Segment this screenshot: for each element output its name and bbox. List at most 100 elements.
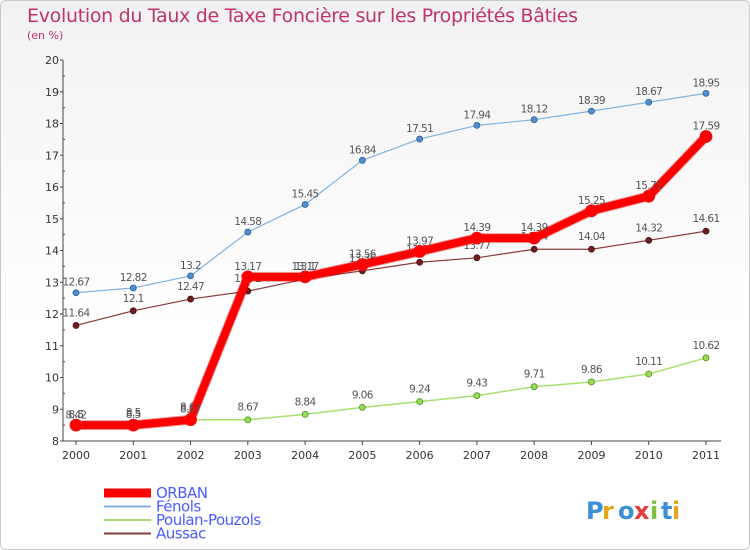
data-point: [129, 284, 137, 292]
data-label: 13.17: [234, 261, 261, 273]
y-tick-label: 12: [45, 308, 59, 321]
data-label: 8.5: [69, 409, 84, 421]
legend-label: Aussac: [156, 525, 206, 543]
y-tick-label: 19: [45, 86, 59, 99]
data-point: [588, 245, 595, 253]
data-point: [645, 236, 653, 244]
data-label: 13.2: [180, 260, 201, 272]
data-label: 8.5: [126, 407, 141, 419]
series-f-nols: 12.67 12.82 13.2 14.58 15.45 16.84 17.51 17.94 1…: [62, 77, 720, 297]
data-label: 8.67: [180, 404, 201, 416]
data-label: 17.51: [406, 123, 433, 135]
data-label: 15.71: [635, 180, 662, 192]
y-tick-label: 17: [45, 149, 59, 162]
legend-label: ORBAN: [156, 484, 208, 502]
data-point: [358, 403, 366, 411]
data-point: [645, 370, 653, 378]
x-tick-label: 2007: [463, 449, 491, 462]
data-label: 13.1: [295, 261, 316, 273]
data-label: 10.11: [635, 356, 662, 368]
chart-subtitle: (en %): [27, 29, 64, 42]
data-label: 9.24: [409, 384, 431, 396]
data-label: 14.39: [463, 222, 490, 234]
data-label: 13.17: [292, 261, 319, 273]
data-label: 11.64: [62, 307, 90, 319]
x-tick-label: 2011: [692, 449, 720, 462]
data-label: 8.5: [126, 409, 141, 421]
logo-letter: i: [672, 497, 680, 525]
data-label: 9.43: [466, 378, 487, 390]
data-label: 12.47: [177, 281, 204, 293]
data-point: [702, 89, 710, 97]
data-point: [69, 418, 83, 432]
series-line-shadow: [76, 133, 710, 431]
logo-letter: x: [634, 497, 650, 525]
series-poulan-pouzols: 8.42 8.5 8.67 8.67 8.849.06 9.249.439.71 9.861…: [66, 340, 720, 432]
data-point: [642, 189, 656, 203]
data-label: 12.67: [62, 277, 89, 289]
data-label: 17.94: [463, 109, 491, 121]
data-label: 9.06: [352, 389, 374, 401]
series-line: [75, 230, 707, 327]
data-point: [298, 270, 312, 284]
data-point: [355, 258, 369, 271]
y-tick-label: 14: [45, 245, 59, 258]
data-label: 18.39: [578, 95, 605, 107]
y-tick-label: 8: [52, 435, 59, 448]
data-label: 14.04: [578, 231, 606, 243]
legend-item-orban: ORBAN: [104, 484, 208, 502]
logo-letter: t: [661, 497, 672, 525]
data-point: [527, 231, 541, 245]
data-point: [530, 383, 538, 391]
chart-title: Evolution du Taux de Taxe Foncière sur l…: [27, 5, 578, 27]
legend-label: Poulan-Pouzols: [156, 511, 261, 529]
data-label: 18.95: [692, 77, 719, 89]
data-point: [702, 354, 710, 362]
data-label: 15.25: [578, 195, 605, 207]
data-point: [413, 245, 427, 258]
y-tick-label: 15: [45, 213, 59, 226]
data-point: [416, 258, 424, 266]
data-point: [473, 122, 481, 129]
series-line: [75, 92, 707, 294]
data-point: [588, 107, 595, 115]
data-point: [184, 413, 197, 427]
data-point: [187, 272, 194, 280]
series-orban: 8.5 8.5 8.67 13.17 13.17 13.56 13.97 14.39 14.39…: [69, 121, 720, 432]
series-aussac: 11.6412.112.4712.7213.113.3613.6313.7714…: [62, 213, 720, 329]
y-tick-label: 20: [45, 54, 59, 67]
y-tick-label: 13: [45, 276, 59, 289]
data-point: [244, 416, 252, 424]
data-point: [126, 418, 140, 432]
data-point: [129, 307, 137, 315]
data-point: [585, 204, 598, 218]
legend-item-poulan-pouzols: Poulan-Pouzols: [104, 511, 262, 529]
data-label: 8.84: [295, 396, 317, 408]
data-point: [645, 98, 653, 106]
x-tick-label: 2002: [177, 449, 205, 462]
y-tick-label: 9: [52, 403, 59, 416]
data-point: [72, 322, 80, 329]
data-point: [241, 270, 255, 284]
x-tick-label: 2009: [577, 449, 605, 462]
legend-item-f-nols: Fénols: [104, 498, 202, 516]
logo-letter: P: [586, 497, 604, 525]
data-label: 18.67: [635, 86, 662, 98]
data-label: 14.58: [234, 216, 261, 228]
data-point: [530, 116, 538, 124]
data-label: 13.56: [349, 248, 377, 260]
data-point: [473, 392, 481, 399]
data-label: 9.71: [524, 369, 545, 381]
data-point: [530, 245, 538, 253]
data-point: [244, 228, 252, 236]
logo-letter: i: [650, 497, 658, 525]
data-point: [358, 156, 366, 164]
data-point: [588, 378, 595, 386]
y-tick-label: 16: [45, 181, 59, 194]
x-tick-label: 2010: [635, 449, 663, 462]
x-tick-label: 2000: [62, 449, 90, 462]
data-point: [416, 398, 424, 406]
proxiti-logo: Pr o x i t i: [586, 497, 680, 525]
y-tick-label: 10: [45, 372, 59, 385]
